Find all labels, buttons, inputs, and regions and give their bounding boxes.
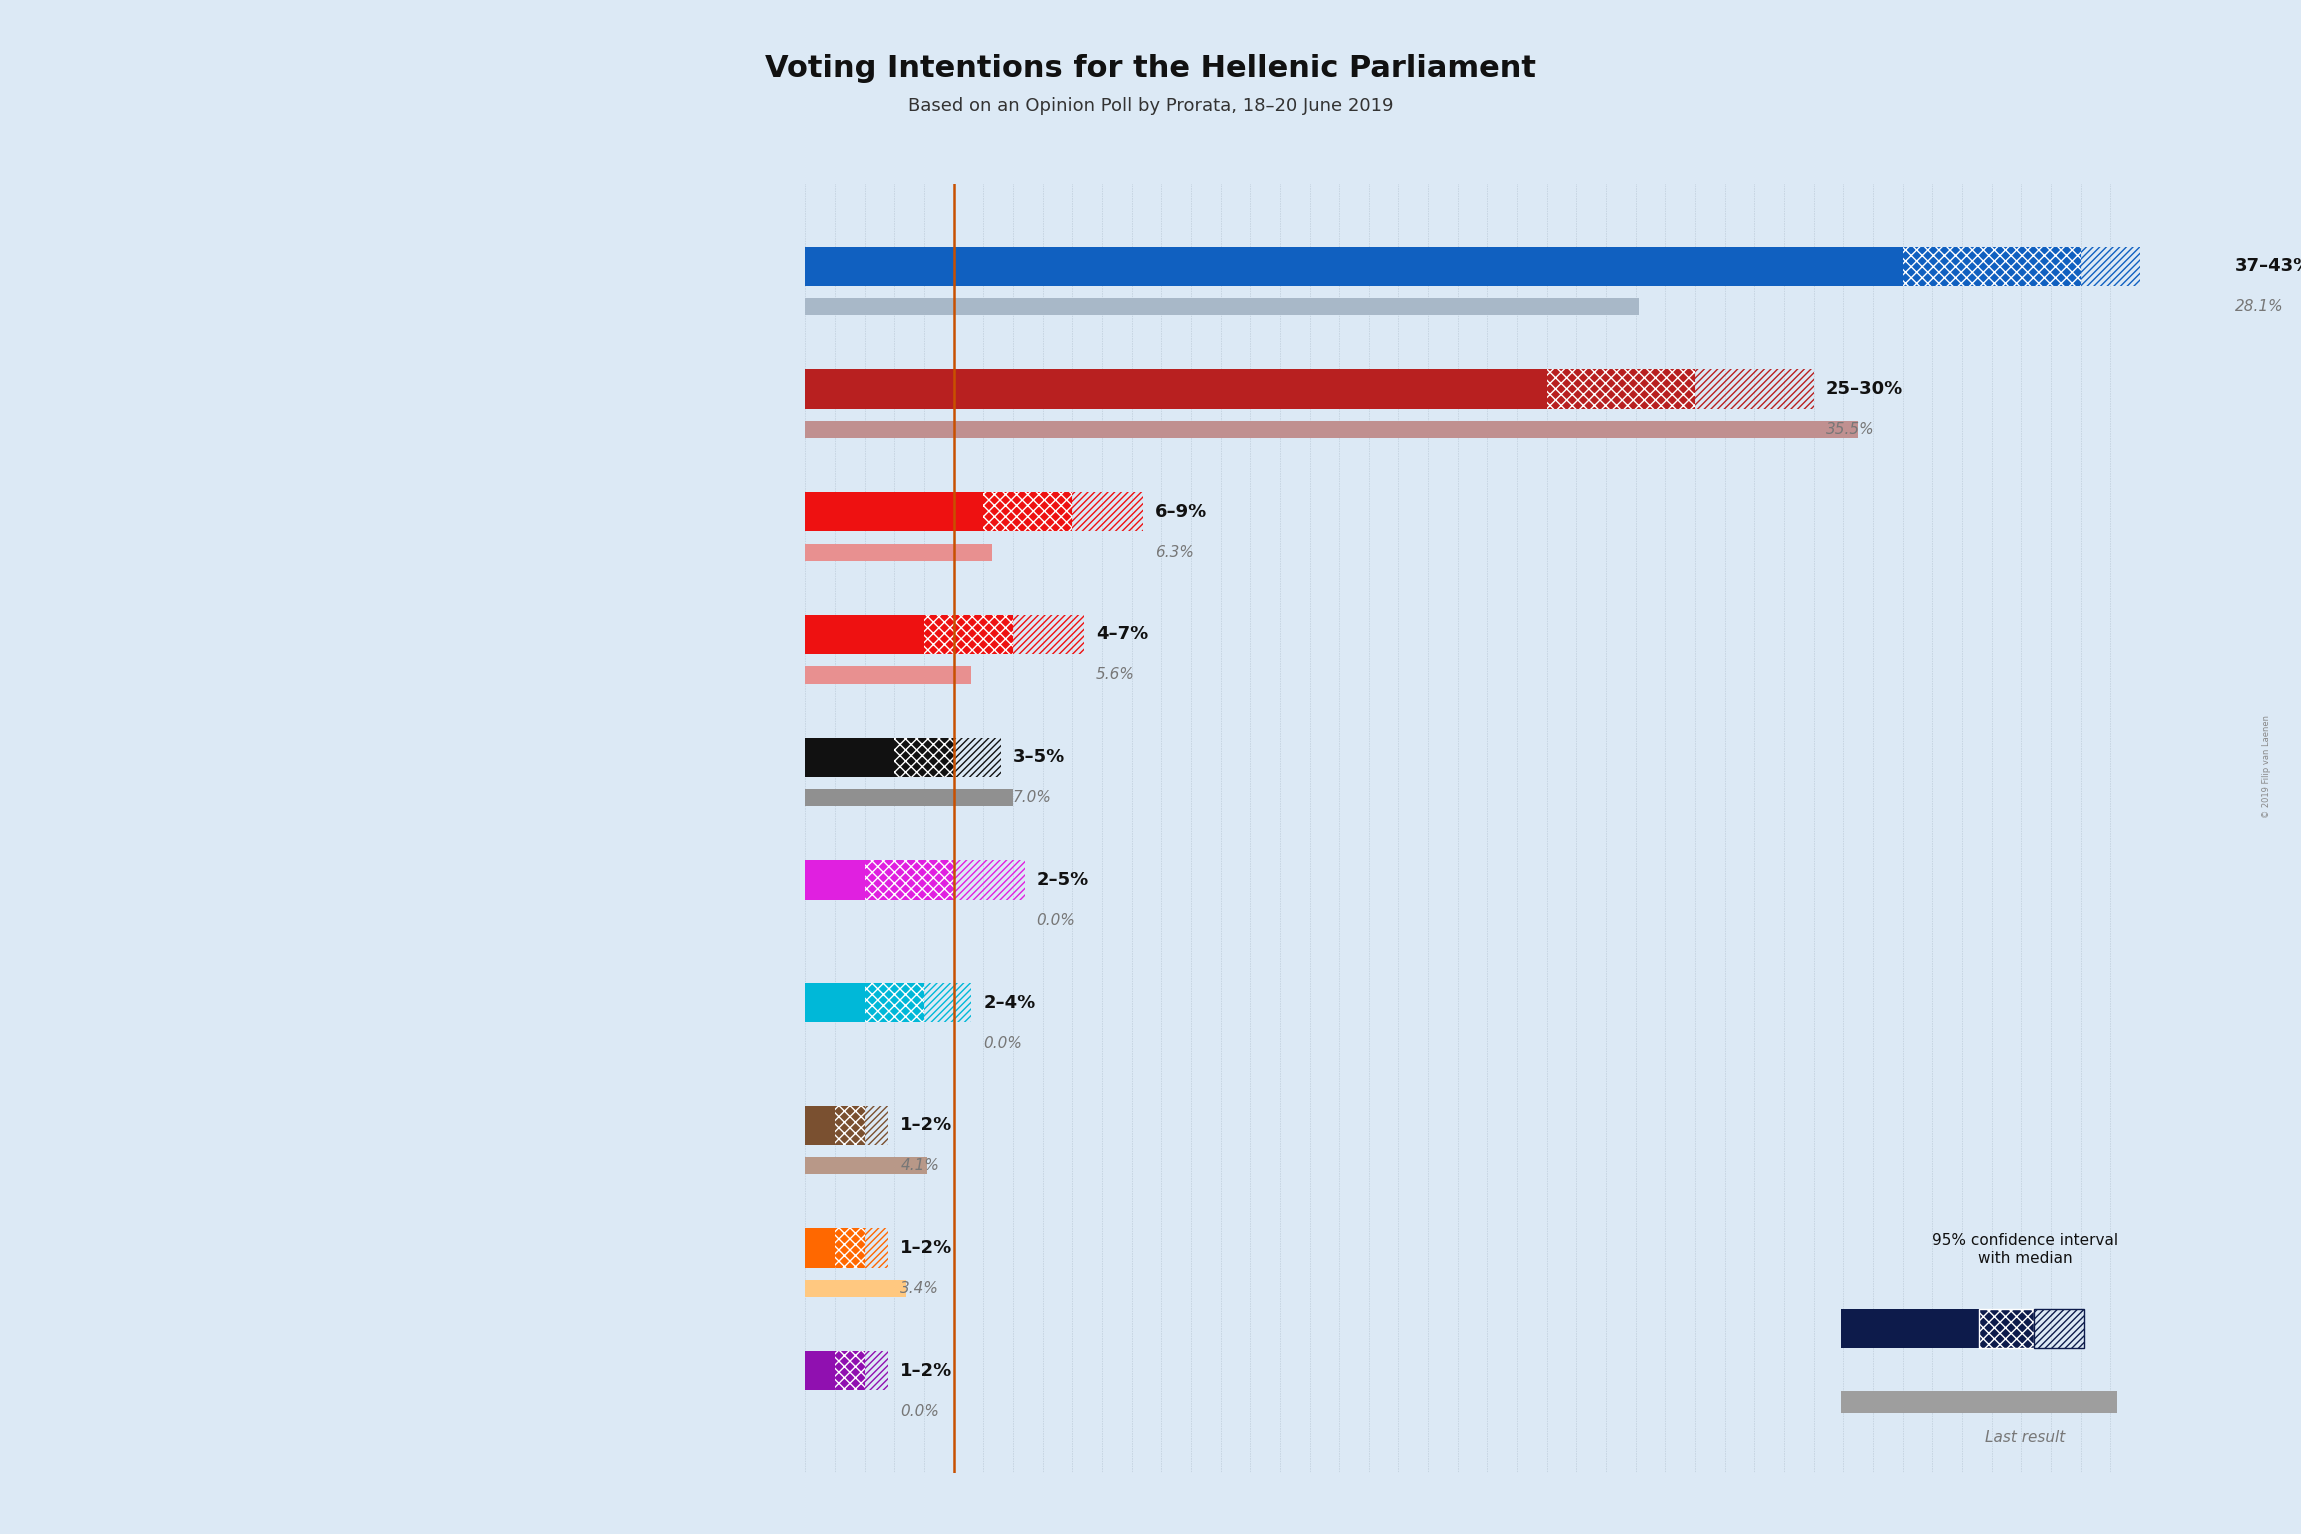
Text: 95% confidence interval
with median: 95% confidence interval with median xyxy=(1933,1233,2117,1266)
Bar xyxy=(805,1229,835,1267)
Text: © 2019 Filip van Laenen: © 2019 Filip van Laenen xyxy=(2262,715,2271,819)
Bar xyxy=(953,861,1024,899)
Bar xyxy=(805,738,895,776)
Bar xyxy=(805,666,971,684)
Bar xyxy=(805,1279,907,1298)
Text: 4.1%: 4.1% xyxy=(900,1158,939,1174)
Bar xyxy=(865,1229,888,1267)
Bar xyxy=(1546,370,1696,408)
Bar xyxy=(865,983,925,1022)
Bar xyxy=(1696,370,1813,408)
Bar xyxy=(805,543,992,561)
Bar xyxy=(1012,615,1084,653)
Text: 0.0%: 0.0% xyxy=(900,1404,939,1419)
Bar xyxy=(1841,1309,1979,1348)
Bar xyxy=(1072,492,1144,531)
Bar xyxy=(805,247,1903,285)
Text: 25–30%: 25–30% xyxy=(1825,380,1903,397)
Text: Last result: Last result xyxy=(1986,1430,2064,1445)
Text: 6–9%: 6–9% xyxy=(1155,503,1208,520)
Text: Voting Intentions for the Hellenic Parliament: Voting Intentions for the Hellenic Parli… xyxy=(764,54,1537,83)
Bar xyxy=(1841,1391,2117,1413)
Bar xyxy=(865,861,953,899)
Bar xyxy=(983,492,1072,531)
Bar xyxy=(1979,1309,2034,1348)
Bar xyxy=(925,983,971,1022)
Text: Based on an Opinion Poll by Prorata, 18–20 June 2019: Based on an Opinion Poll by Prorata, 18–… xyxy=(909,97,1392,115)
Bar xyxy=(805,861,865,899)
Text: 37–43%: 37–43% xyxy=(2234,258,2301,275)
Text: 2–5%: 2–5% xyxy=(1038,871,1088,888)
Text: 1–2%: 1–2% xyxy=(900,1362,953,1379)
Bar xyxy=(835,1229,865,1267)
Bar xyxy=(953,738,1001,776)
Text: 5.6%: 5.6% xyxy=(1095,667,1134,683)
Text: 35.5%: 35.5% xyxy=(1825,422,1875,437)
Text: 3–5%: 3–5% xyxy=(1012,749,1065,765)
Bar xyxy=(925,615,1012,653)
Bar xyxy=(805,983,865,1022)
Text: 0.0%: 0.0% xyxy=(983,1035,1022,1051)
Bar xyxy=(865,1106,888,1144)
Bar xyxy=(865,1351,888,1390)
Bar xyxy=(805,1157,927,1175)
Text: 0.0%: 0.0% xyxy=(1038,913,1075,928)
Bar xyxy=(2080,247,2223,285)
Bar xyxy=(1903,247,2080,285)
Bar xyxy=(805,1351,835,1390)
Text: 28.1%: 28.1% xyxy=(2234,299,2283,314)
Bar xyxy=(895,738,953,776)
Text: 3.4%: 3.4% xyxy=(900,1281,939,1296)
Bar xyxy=(805,615,925,653)
Text: 7.0%: 7.0% xyxy=(1012,790,1052,805)
Text: 6.3%: 6.3% xyxy=(1155,545,1194,560)
Text: 4–7%: 4–7% xyxy=(1095,626,1148,643)
Bar xyxy=(805,420,1859,439)
Bar xyxy=(805,298,1638,316)
Bar xyxy=(805,1106,835,1144)
Bar xyxy=(2034,1309,2085,1348)
Text: 1–2%: 1–2% xyxy=(900,1239,953,1256)
Bar xyxy=(835,1106,865,1144)
Bar xyxy=(805,370,1546,408)
Text: 1–2%: 1–2% xyxy=(900,1117,953,1134)
Bar xyxy=(805,492,983,531)
Text: 2–4%: 2–4% xyxy=(983,994,1035,1011)
Bar xyxy=(835,1351,865,1390)
Bar xyxy=(805,788,1012,807)
